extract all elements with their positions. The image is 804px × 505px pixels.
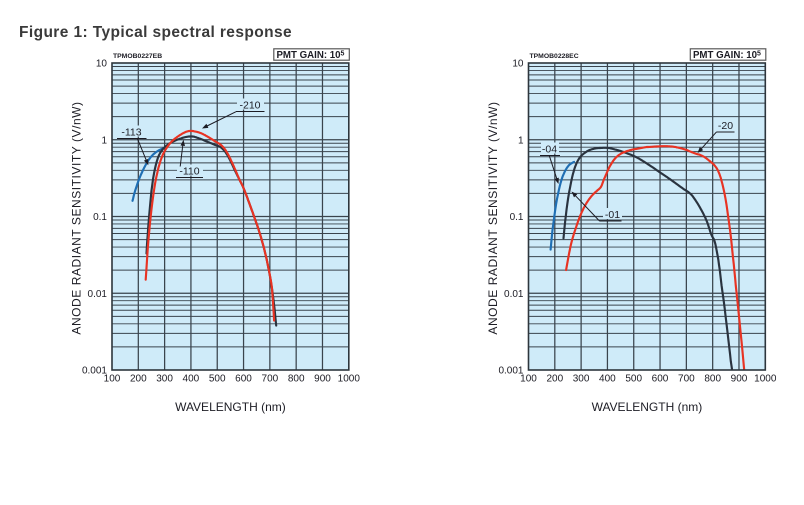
svg-text:-01: -01 [605,209,620,221]
svg-text:500: 500 [625,374,642,385]
svg-text:TPMOB0227EB: TPMOB0227EB [113,53,162,60]
svg-text:PMT GAIN: 10: PMT GAIN: 10 [693,50,757,61]
svg-text:1000: 1000 [338,374,361,385]
svg-text:10: 10 [96,59,108,70]
svg-text:-113: -113 [121,127,141,139]
svg-text:700: 700 [678,374,695,385]
svg-text:1: 1 [518,135,524,146]
svg-text:1000: 1000 [754,374,777,385]
svg-text:900: 900 [731,374,748,385]
svg-text:800: 800 [288,374,305,385]
svg-text:0.001: 0.001 [82,366,107,377]
svg-text:300: 300 [156,374,173,385]
svg-text:600: 600 [235,374,252,385]
svg-text:200: 200 [130,374,147,385]
svg-text:WAVELENGTH (nm): WAVELENGTH (nm) [592,400,703,414]
svg-text:ANODE RADIANT SENSITIVITY (V/n: ANODE RADIANT SENSITIVITY (V/nW) [70,101,84,334]
svg-text:100: 100 [104,374,121,385]
svg-text:-20: -20 [718,120,733,132]
svg-text:PMT GAIN: 10: PMT GAIN: 10 [276,50,340,61]
svg-text:0.1: 0.1 [510,212,524,223]
svg-text:100: 100 [520,374,537,385]
svg-text:-110: -110 [179,166,199,178]
svg-text:0.01: 0.01 [88,289,108,300]
svg-text:500: 500 [209,374,226,385]
svg-text:900: 900 [314,374,331,385]
svg-text:-04: -04 [542,144,557,156]
svg-text:0.01: 0.01 [504,289,524,300]
svg-text:1: 1 [101,135,107,146]
svg-text:Figure 1: Typical spectral res: Figure 1: Typical spectral response [19,24,292,41]
svg-text:ANODE RADIANT SENSITIVITY (V/n: ANODE RADIANT SENSITIVITY (V/nW) [486,101,500,334]
svg-text:800: 800 [704,374,721,385]
svg-text:200: 200 [546,374,563,385]
svg-text:300: 300 [573,374,590,385]
svg-text:400: 400 [599,374,616,385]
svg-text:400: 400 [183,374,200,385]
svg-text:TPMOB0228EC: TPMOB0228EC [530,53,579,60]
svg-text:-210: -210 [239,100,260,112]
svg-text:700: 700 [262,374,279,385]
svg-text:10: 10 [512,59,524,70]
svg-text:0.001: 0.001 [498,366,523,377]
svg-text:WAVELENGTH (nm): WAVELENGTH (nm) [175,400,286,414]
svg-text:0.1: 0.1 [93,212,107,223]
svg-text:600: 600 [652,374,669,385]
svg-text:5: 5 [757,51,761,58]
svg-text:5: 5 [341,51,345,58]
